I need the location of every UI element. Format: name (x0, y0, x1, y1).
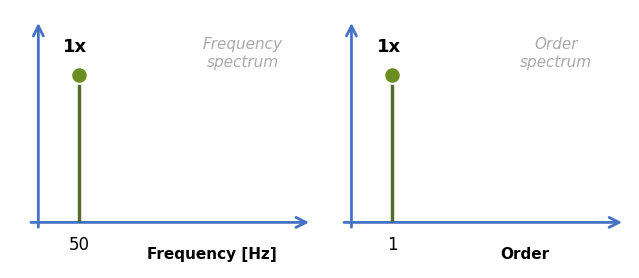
Text: Frequency [Hz]: Frequency [Hz] (147, 247, 277, 262)
Text: Frequency
spectrum: Frequency spectrum (203, 37, 283, 70)
Text: 50: 50 (69, 236, 89, 254)
Text: 1x: 1x (376, 38, 401, 56)
Text: Order
spectrum: Order spectrum (520, 37, 592, 70)
Text: Order: Order (501, 247, 550, 262)
Text: 1x: 1x (63, 38, 88, 56)
Text: 1: 1 (387, 236, 397, 254)
